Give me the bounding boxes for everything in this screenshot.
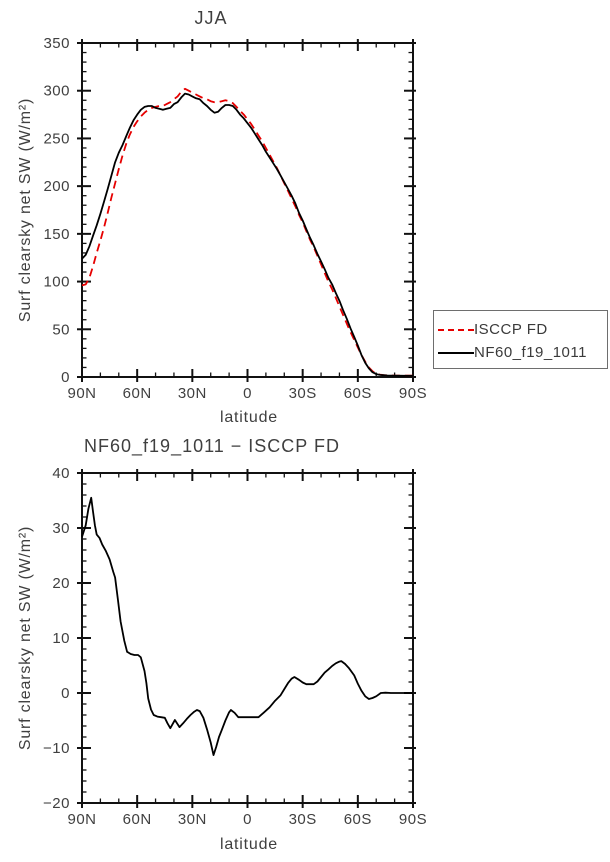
y-tick-label: 100 [43,274,70,291]
legend-item-nf60: NF60_f19_1011 [438,341,607,364]
y-tick-label: 350 [43,35,70,52]
top-chart-title: JJA [194,8,227,28]
x-tick-label: 0 [243,811,252,828]
y-tick-label: 10 [52,630,70,647]
x-tick-label: 30N [178,811,207,828]
y-tick-label: 30 [52,520,70,537]
legend-label: NF60_f19_1011 [474,344,587,361]
series-line-nf60-f19-1011 [81,92,413,377]
black-solid-line-sample [438,351,474,354]
plot-frame [81,42,414,378]
x-tick-label: 60S [344,385,372,402]
y-tick-label: 0 [61,369,70,386]
bottom-y-axis-label: Surf clearsky net SW (W/m²) [17,526,34,750]
y-tick-label: 0 [61,685,70,702]
y-tick-label: −20 [43,795,70,812]
y-tick-label: 150 [43,226,70,243]
bottom-chart-title: NF60_f19_1011 − ISCCP FD [84,436,340,457]
legend: ISCCP FD NF60_f19_1011 [433,310,608,369]
x-tick-label: 60N [123,811,152,828]
y-tick-label: −10 [43,740,70,757]
y-tick-label: 20 [52,575,70,592]
legend-item-isccp: ISCCP FD [438,318,607,341]
legend-label: ISCCP FD [474,321,548,338]
y-tick-label: 300 [43,83,70,100]
y-tick-label: 200 [43,178,70,195]
x-tick-label: 60N [123,385,152,402]
x-tick-label: 30S [289,811,317,828]
plot-frame [81,472,414,804]
x-tick-label: 30N [178,385,207,402]
x-tick-label: 90N [67,811,96,828]
bottom-x-axis-label: latitude [220,836,278,853]
x-tick-label: 90S [399,385,427,402]
red-dashed-line-sample [438,328,474,331]
series-line-nf60-f19-1011-isccp-fd [81,496,413,756]
top-plot-area: 90N 60N 30N 0 30S 60S 90S 0 50 100 150 200 250 300 350 [43,35,427,402]
top-x-axis-label: latitude [220,409,278,426]
x-tick-label: 0 [243,385,252,402]
bottom-plot-area: 90N 60N 30N 0 30S 60S 90S −20 −10 0 10 20 30 40 [43,465,427,828]
top-y-axis-label: Surf clearsky net SW (W/m²) [17,98,34,322]
x-tick-label: 30S [289,385,317,402]
y-tick-label: 40 [52,465,70,482]
y-tick-label: 50 [52,321,70,338]
y-tick-label: 250 [43,130,70,147]
series-line-isccp-fd [81,87,413,377]
x-tick-label: 60S [344,811,372,828]
x-tick-label: 90S [399,811,427,828]
x-tick-label: 90N [67,385,96,402]
